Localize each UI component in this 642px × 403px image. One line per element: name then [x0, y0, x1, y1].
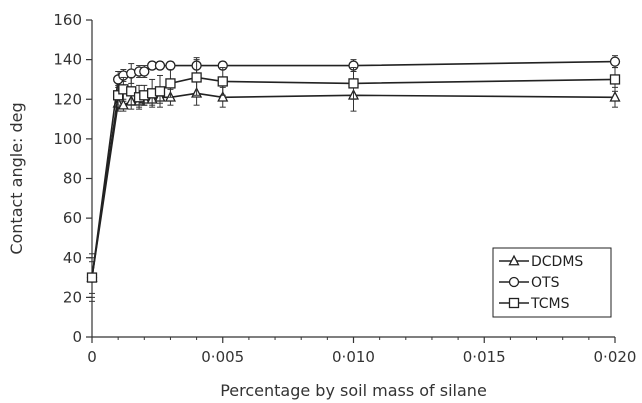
- data-point-square: [191, 72, 202, 83]
- y-tick-label: 80: [63, 170, 82, 188]
- y-axis-title: Contact angle: deg: [7, 102, 26, 254]
- plot-area: [86, 55, 621, 302]
- data-point-triangle: [117, 98, 129, 110]
- y-tick-label: 100: [53, 130, 82, 148]
- legend: DCDMS OTS TCMS: [492, 247, 612, 318]
- data-point-triangle: [609, 90, 621, 102]
- data-point-square: [113, 90, 124, 101]
- y-tick-label: 120: [53, 90, 82, 108]
- x-tick-label: 0·020: [594, 348, 637, 366]
- data-point-square: [217, 76, 228, 87]
- axes: 0 20 40 60 80 100 120 140 160 0 0·005 0·010 0·015 0·0…: [53, 11, 636, 366]
- y-tick-label: 160: [53, 11, 82, 29]
- data-point-square: [86, 272, 98, 283]
- legend-label-dcdms: DCDMS: [531, 254, 583, 270]
- data-point-square: [508, 297, 520, 309]
- x-tick-label: 0·015: [463, 348, 506, 366]
- y-tick-label: 60: [63, 209, 82, 227]
- data-point-circle: [154, 60, 166, 71]
- data-point-circle: [139, 66, 150, 77]
- data-point-circle: [609, 56, 621, 67]
- y-tick-label: 0: [72, 328, 82, 346]
- data-point-square: [609, 74, 621, 85]
- data-point-triangle: [217, 90, 229, 102]
- x-tick-label: 0: [87, 348, 97, 366]
- y-tick-label: 40: [63, 249, 82, 267]
- data-point-circle: [508, 276, 520, 288]
- legend-label-ots: OTS: [531, 275, 560, 291]
- legend-label-tcms: TCMS: [530, 296, 570, 312]
- x-tick-label: 0·005: [201, 348, 244, 366]
- data-point-circle: [165, 60, 176, 71]
- y-tick-label: 20: [63, 288, 82, 306]
- data-point-square: [348, 78, 359, 89]
- x-tick-label: 0·010: [332, 348, 375, 366]
- x-axis-title: Percentage by soil mass of silane: [220, 381, 487, 400]
- series-tcms: [86, 59, 621, 298]
- data-point-triangle: [508, 254, 520, 266]
- data-point-square: [126, 86, 137, 97]
- data-point-square: [154, 86, 166, 97]
- y-tick-label: 140: [53, 51, 82, 69]
- data-point-square: [165, 78, 176, 89]
